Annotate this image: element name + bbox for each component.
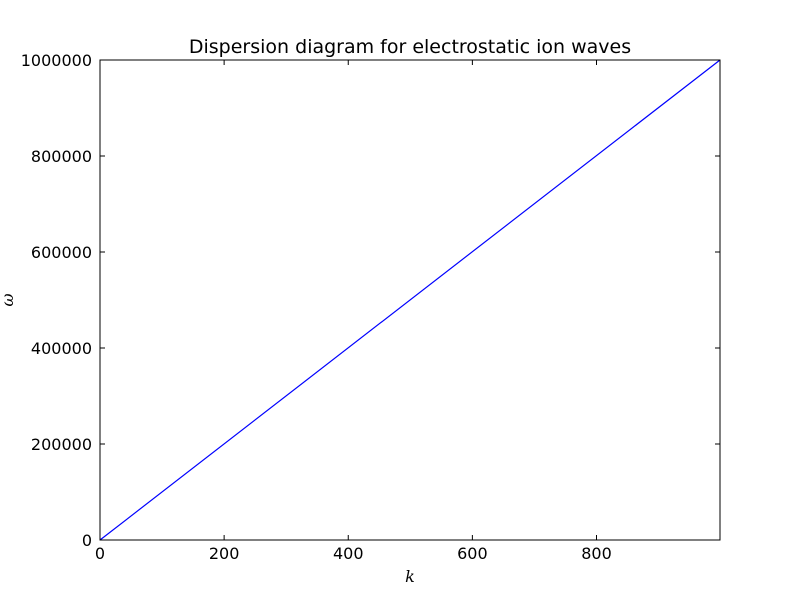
plot-area — [99, 59, 721, 541]
x-tick-label-800: 800 — [581, 544, 612, 563]
x-tick-label-200: 200 — [209, 544, 240, 563]
plot-frame — [99, 59, 721, 541]
y-tick-label-200000: 200000 — [31, 435, 92, 454]
x-tick-label-600: 600 — [457, 544, 488, 563]
y-tick-label-0: 0 — [82, 531, 92, 550]
x-tick-labels: 0 200 400 600 800 — [95, 544, 612, 563]
y-axis-label: ω — [0, 293, 17, 306]
series-layer — [99, 59, 721, 541]
chart-title: Dispersion diagram for electrostatic ion… — [189, 36, 631, 58]
y-tick-label-1000000: 1000000 — [21, 51, 92, 70]
y-tick-label-800000: 800000 — [31, 147, 92, 166]
y-tick-labels: 0 200000 400000 600000 800000 1000000 — [21, 51, 92, 550]
x-tick-label-0: 0 — [95, 544, 105, 563]
y-tick-label-400000: 400000 — [31, 339, 92, 358]
series-line-0 — [99, 59, 721, 541]
x-axis-label: k — [405, 567, 415, 586]
x-tick-label-400: 400 — [333, 544, 364, 563]
y-tick-label-600000: 600000 — [31, 243, 92, 262]
